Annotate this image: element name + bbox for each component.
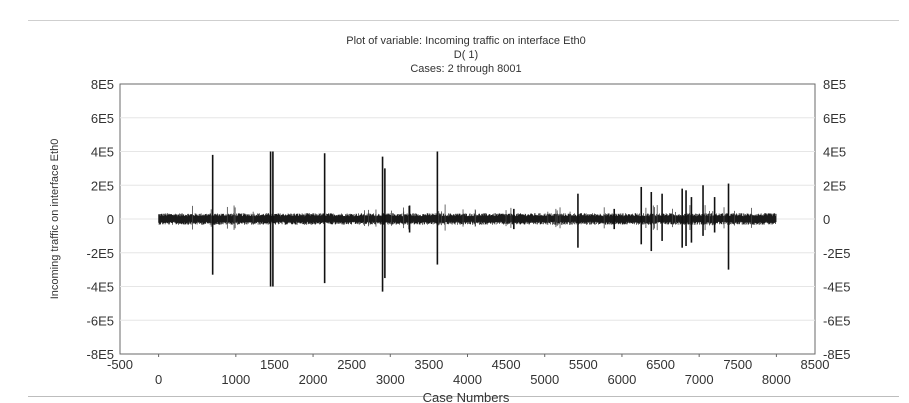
x-tick-label-bottom: 3000: [376, 372, 405, 387]
x-tick-label-bottom: 2000: [299, 372, 328, 387]
chart-title: Plot of variable: Incoming traffic on in…: [346, 35, 585, 47]
y-tick-label-right: -8E5: [823, 347, 850, 362]
y-tick-label-left: 4E5: [91, 145, 114, 160]
x-tick-label-bottom: 6000: [607, 372, 636, 387]
y-tick-label-right: 8E5: [823, 77, 846, 92]
y-tick-label-left: -6E5: [87, 313, 114, 328]
chart-cases-label: Cases: 2 through 8001: [410, 63, 521, 75]
x-tick-label-bottom: 8000: [762, 372, 791, 387]
y-tick-label-left: -4E5: [87, 280, 114, 295]
y-tick-label-left: -8E5: [87, 347, 114, 362]
y-axis-label: Incoming traffic on interface Eth0: [49, 139, 61, 300]
y-tick-label-right: 2E5: [823, 178, 846, 193]
y-tick-label-right: 6E5: [823, 111, 846, 126]
x-tick-label-top: 1500: [260, 357, 289, 372]
series-noise-band: [158, 213, 777, 225]
x-axis-label: Case Numbers: [423, 390, 510, 403]
y-tick-label-left: 2E5: [91, 178, 114, 193]
tick-layer: 8E5 8E5 6E5 6E5 4E5 4E5 2E5 2E5 0 0 -2E5 -2E5 -4E5 -4…: [87, 77, 851, 387]
series-layer: [158, 151, 777, 292]
x-tick-label-top: 4500: [492, 357, 521, 372]
y-tick-label-left: 8E5: [91, 77, 114, 92]
x-tick-label-top: -500: [107, 357, 133, 372]
y-tick-label-right: -6E5: [823, 313, 850, 328]
bottom-divider: [28, 396, 899, 397]
x-tick-label-bottom: 0: [155, 372, 162, 387]
y-tick-label-right: 0: [823, 212, 830, 227]
y-tick-label-right: 4E5: [823, 145, 846, 160]
chart-subtitle: D( 1): [454, 49, 478, 61]
x-tick-label-top: 7500: [723, 357, 752, 372]
x-tick-label-bottom: 7000: [685, 372, 714, 387]
y-tick-label-right: -2E5: [823, 246, 850, 261]
y-tick-label-right: -4E5: [823, 280, 850, 295]
y-tick-label-left: 0: [107, 212, 114, 227]
x-tick-label-top: 2500: [337, 357, 366, 372]
x-tick-label-bottom: 1000: [221, 372, 250, 387]
y-tick-label-left: -2E5: [87, 246, 114, 261]
x-tick-label-bottom: 5000: [530, 372, 559, 387]
x-tick-label-top: 3500: [414, 357, 443, 372]
y-tick-label-left: 6E5: [91, 111, 114, 126]
x-tick-label-top: 5500: [569, 357, 598, 372]
x-tick-label-bottom: 4000: [453, 372, 482, 387]
x-tick-label-top: 6500: [646, 357, 675, 372]
top-divider: [28, 20, 899, 21]
x-tick-label-top: 8500: [801, 357, 830, 372]
